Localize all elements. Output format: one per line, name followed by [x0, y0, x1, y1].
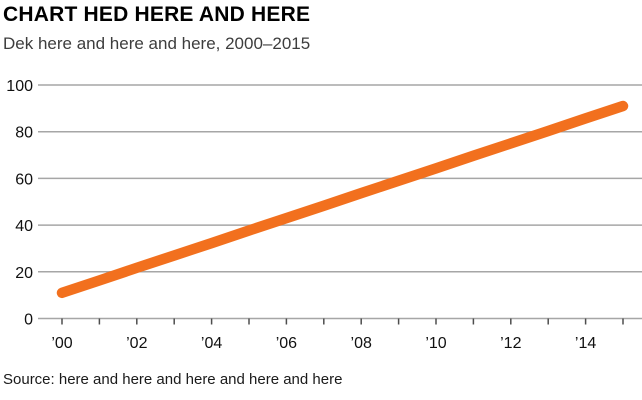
chart-title: CHART HED HERE AND HERE	[3, 3, 311, 26]
x-axis-tick-label: ’14	[575, 335, 596, 352]
x-axis-tick-label: ’06	[276, 335, 297, 352]
x-axis-tick-label: ’04	[201, 335, 222, 352]
x-axis-tick-label: ’12	[500, 335, 521, 352]
chart-subtitle: Dek here and here and here, 2000–2015	[3, 34, 311, 53]
data-line	[56, 100, 629, 299]
x-axis-tick-label: ’00	[51, 335, 72, 352]
y-axis-tick-label: 100	[6, 78, 33, 95]
x-axis-tick-label: ’10	[425, 335, 446, 352]
y-axis-tick-label: 40	[15, 218, 33, 235]
line-chart: 0 20 40 60 80 100 ’00 ’02 ’04 ’06 ’08 ’10 ’12 ’14	[6, 78, 642, 352]
source-note: Source: here and here and here and here …	[3, 371, 343, 388]
x-axis-tick-label: ’02	[126, 335, 147, 352]
y-axis-tick-label: 60	[15, 171, 33, 188]
x-axis-tick-label: ’08	[351, 335, 372, 352]
y-axis-tick-label: 20	[15, 265, 33, 282]
y-axis-tick-label: 0	[24, 312, 33, 329]
y-axis-tick-label: 80	[15, 125, 33, 142]
